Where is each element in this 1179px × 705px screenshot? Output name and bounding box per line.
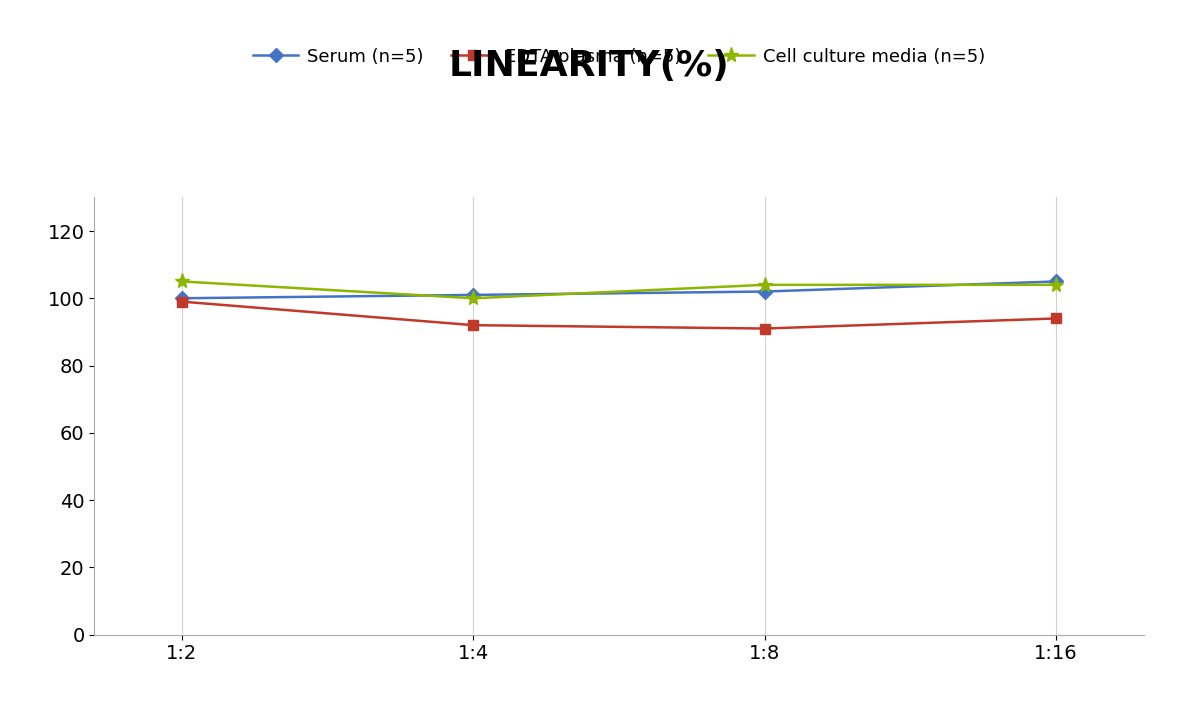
Line: Cell culture media (n=5): Cell culture media (n=5) [174,274,1063,306]
Legend: Serum (n=5), EDTA plasma (n=5), Cell culture media (n=5): Serum (n=5), EDTA plasma (n=5), Cell cul… [246,40,992,73]
Cell culture media (n=5) [758,281,772,289]
Serum (n=5) [1049,277,1063,286]
Serum (n=5) [466,290,480,299]
Cell culture media (n=5) [174,277,189,286]
Cell culture media (n=5) [1049,281,1063,289]
Serum (n=5) [758,288,772,296]
Serum (n=5) [174,294,189,302]
Line: EDTA plasma (n=5): EDTA plasma (n=5) [177,297,1061,333]
EDTA plasma (n=5) [466,321,480,329]
Line: Serum (n=5): Serum (n=5) [177,276,1061,303]
Cell culture media (n=5) [466,294,480,302]
EDTA plasma (n=5) [174,298,189,306]
Text: LINEARITY(%): LINEARITY(%) [449,49,730,83]
EDTA plasma (n=5) [758,324,772,333]
EDTA plasma (n=5) [1049,314,1063,323]
